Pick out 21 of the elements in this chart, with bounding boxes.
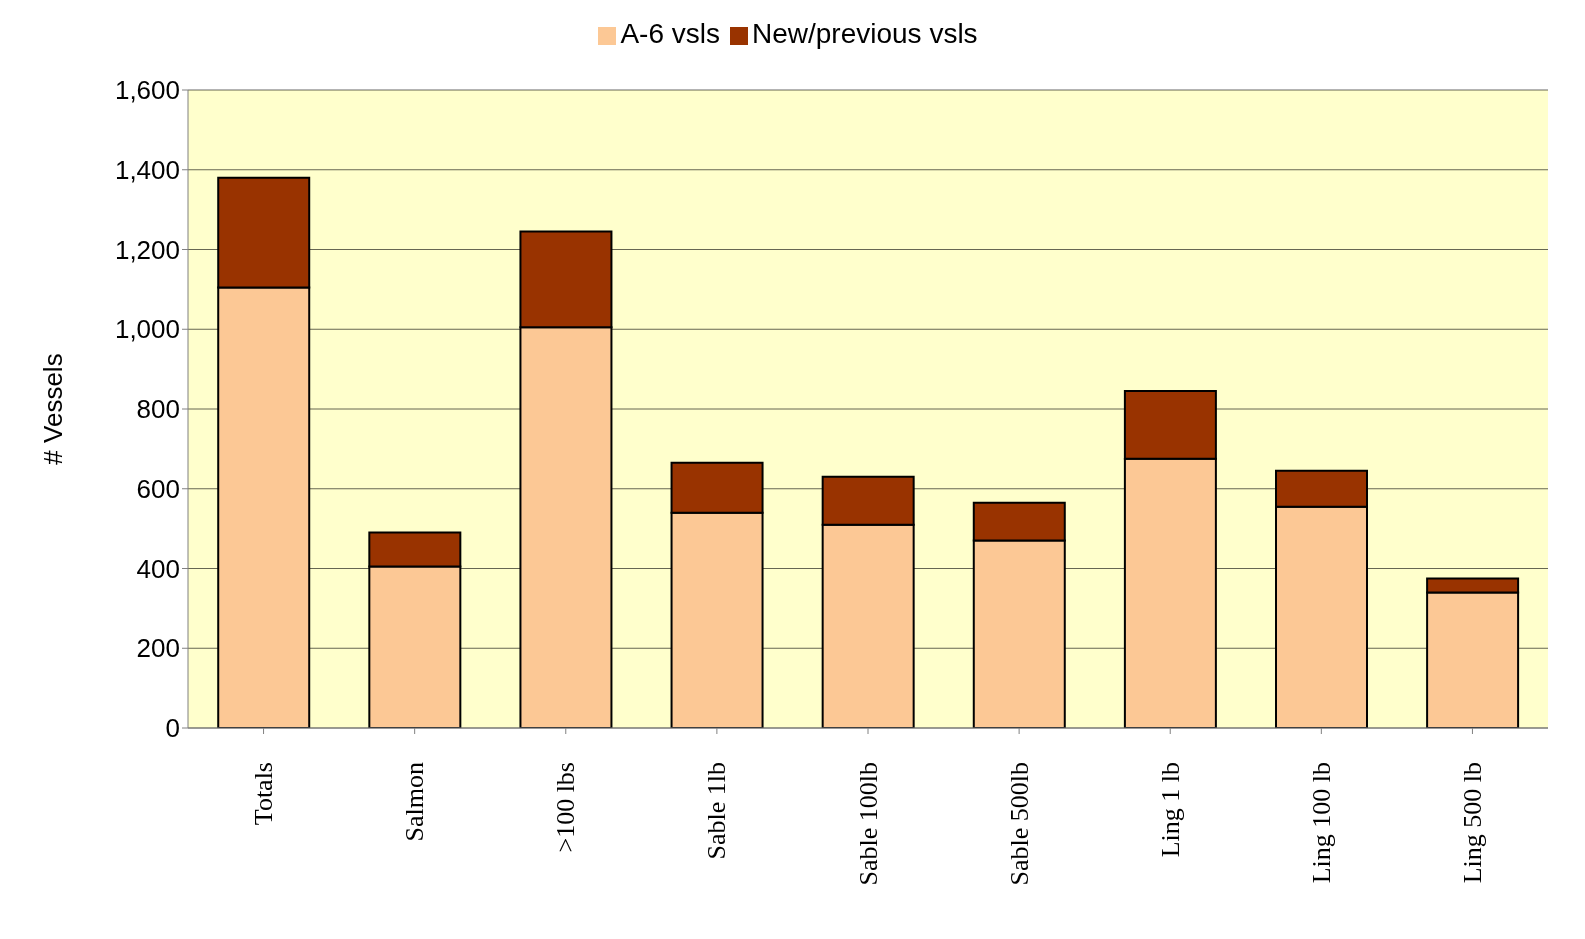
y-tick-label: 800 xyxy=(136,394,180,425)
legend-label: A-6 vsls xyxy=(620,18,720,49)
y-tick-label: 400 xyxy=(136,553,180,584)
x-tick-label: Sable 100lb xyxy=(853,762,883,886)
y-tick-label: 200 xyxy=(136,633,180,664)
y-tick-label: 1,600 xyxy=(114,75,180,106)
y-axis-title: # Vessels xyxy=(38,353,69,465)
x-tick-label: Sable 1lb xyxy=(702,762,732,860)
x-tick-label: Salmon xyxy=(400,762,430,842)
y-tick-label: 1,000 xyxy=(114,314,180,345)
y-tick-label: 1,200 xyxy=(114,234,180,265)
y-tick-label: 600 xyxy=(136,473,180,504)
x-tick-label: Ling 500 lb xyxy=(1457,762,1487,884)
x-tick-label: Sable 500lb xyxy=(1004,762,1034,886)
x-tick-label: Totals xyxy=(249,762,279,826)
x-tick-label: >100 lbs xyxy=(551,762,581,853)
y-tick-label: 0 xyxy=(165,713,180,744)
x-tick-label: Ling 1 lb xyxy=(1155,762,1185,858)
x-tick-label: Ling 100 lb xyxy=(1306,762,1336,884)
y-tick-label: 1,400 xyxy=(114,154,180,185)
legend-label: New/previous vsls xyxy=(751,18,978,49)
